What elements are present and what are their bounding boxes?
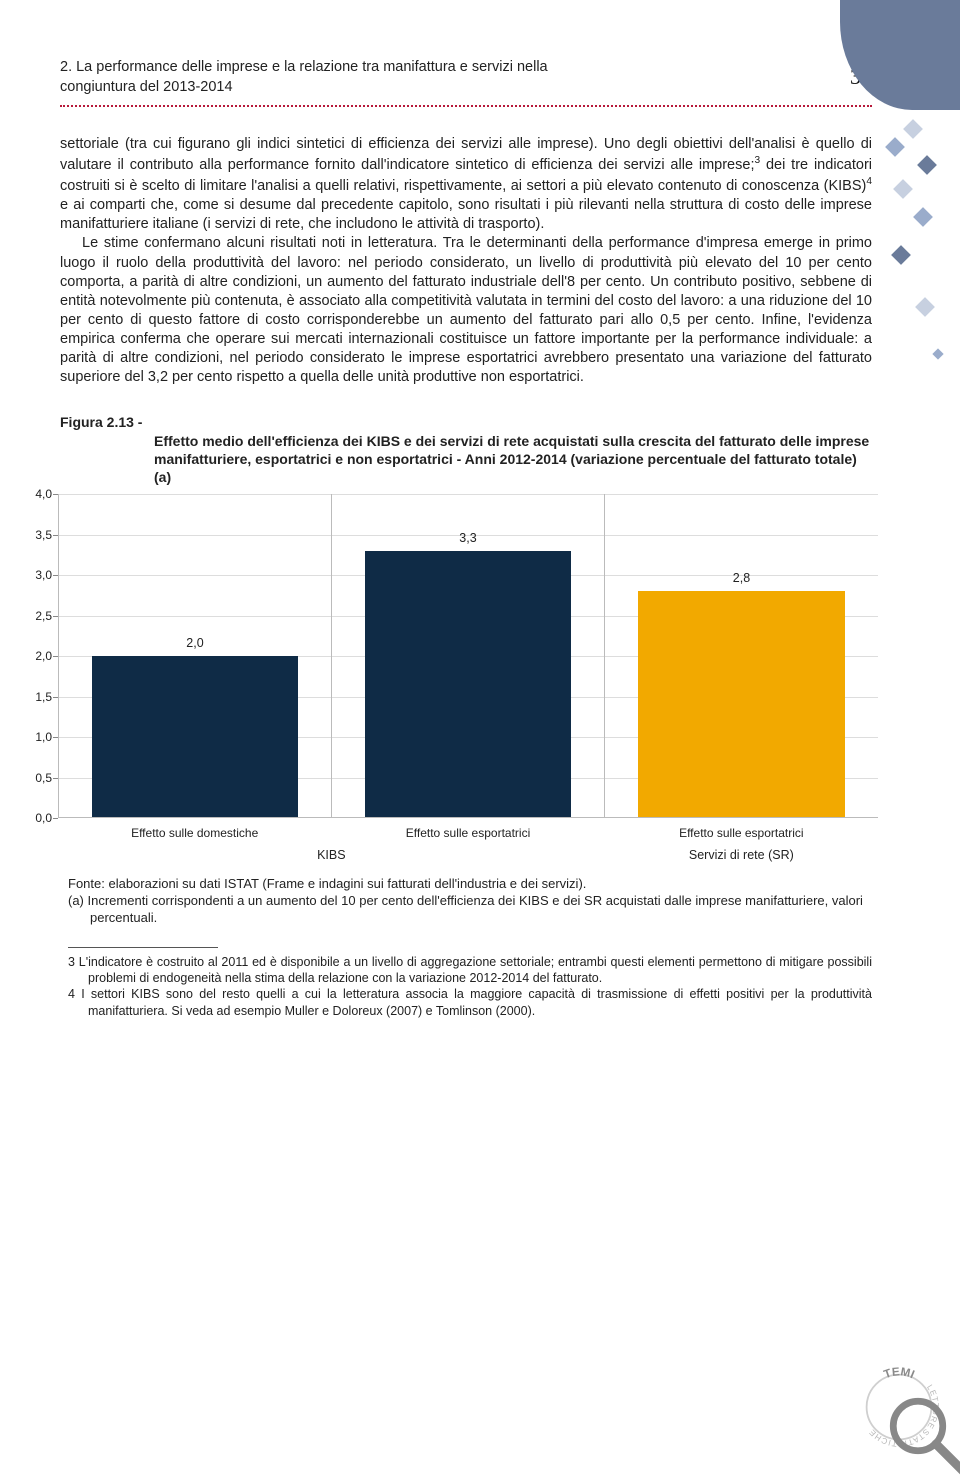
chart-group-sr: Servizi di rete (SR) [605,848,878,862]
chart-group-kibs: KIBS [58,848,605,862]
footnotes: 3 L'indicatore è costruito al 2011 ed è … [68,954,872,1019]
footnote-ref-4: 4 [866,176,872,187]
source-line: Fonte: elaborazioni su dati ISTAT (Frame… [68,876,586,891]
chart-bar-value: 3,3 [365,531,572,545]
chart-bar-value: 2,0 [92,636,299,650]
body-p2: Le stime confermano alcuni risultati not… [60,234,872,387]
bar-chart: 0,00,51,01,52,02,53,03,54,0 2,03,32,8 Ef… [8,494,888,870]
chapter-title: 2. La performance delle imprese e la rel… [60,58,560,97]
magnifier-icon [882,1390,960,1480]
footnote-4: 4 I settori KIBS sono del resto quelli a… [68,986,872,1019]
chart-x-label: Effetto sulle esportatrici [605,826,878,842]
chart-bar: 2,8 [638,591,845,817]
chapter-header: 2. La performance delle imprese e la rel… [60,58,872,97]
chart-y-tick: 0,0 [24,811,52,825]
chart-y-tick: 3,5 [24,528,52,542]
chart-y-tick: 0,5 [24,771,52,785]
figure-source: Fonte: elaborazioni su dati ISTAT (Frame… [68,876,872,927]
themes-badge: TEMI STATISTICHE LETTURE [854,1362,944,1452]
chart-y-tick: 1,0 [24,730,52,744]
chart-bar: 3,3 [365,551,572,817]
chart-group-labels: KIBS Servizi di rete (SR) [58,842,878,870]
source-note-a: (a) Incrementi corrispondenti a un aumen… [68,893,872,927]
body-text: settoriale (tra cui figurano gli indici … [60,135,872,387]
chart-y-tick: 1,5 [24,690,52,704]
body-p1c: e ai comparti che, come si desume dal pr… [60,197,872,232]
chart-y-tick: 4,0 [24,487,52,501]
chart-bar-value: 2,8 [638,571,845,585]
chart-x-label: Effetto sulle esportatrici [331,826,604,842]
chart-plot-area: 2,0 3,3 2,8 [58,494,878,818]
footnote-rule [68,947,218,948]
chart-y-tick: 2,5 [24,609,52,623]
chart-bar: 2,0 [92,656,299,818]
header-divider [60,105,872,107]
chart-y-tick: 3,0 [24,568,52,582]
chart-y-tick: 2,0 [24,649,52,663]
footnote-3: 3 L'indicatore è costruito al 2011 ed è … [68,954,872,987]
figure-label: Figura 2.13 - [60,414,142,430]
chart-x-labels: Effetto sulle domesticheEffetto sulle es… [58,822,878,842]
body-p1a: settoriale (tra cui figurano gli indici … [60,136,872,173]
chart-bars: 2,0 3,3 2,8 [59,494,878,817]
figure-caption: Figura 2.13 - Effetto medio dell'efficie… [60,413,872,486]
page-number: 37 [850,58,872,90]
chart-x-label: Effetto sulle domestiche [58,826,331,842]
svg-text:TEMI: TEMI [882,1365,916,1381]
badge-text-top: TEMI [882,1365,916,1381]
